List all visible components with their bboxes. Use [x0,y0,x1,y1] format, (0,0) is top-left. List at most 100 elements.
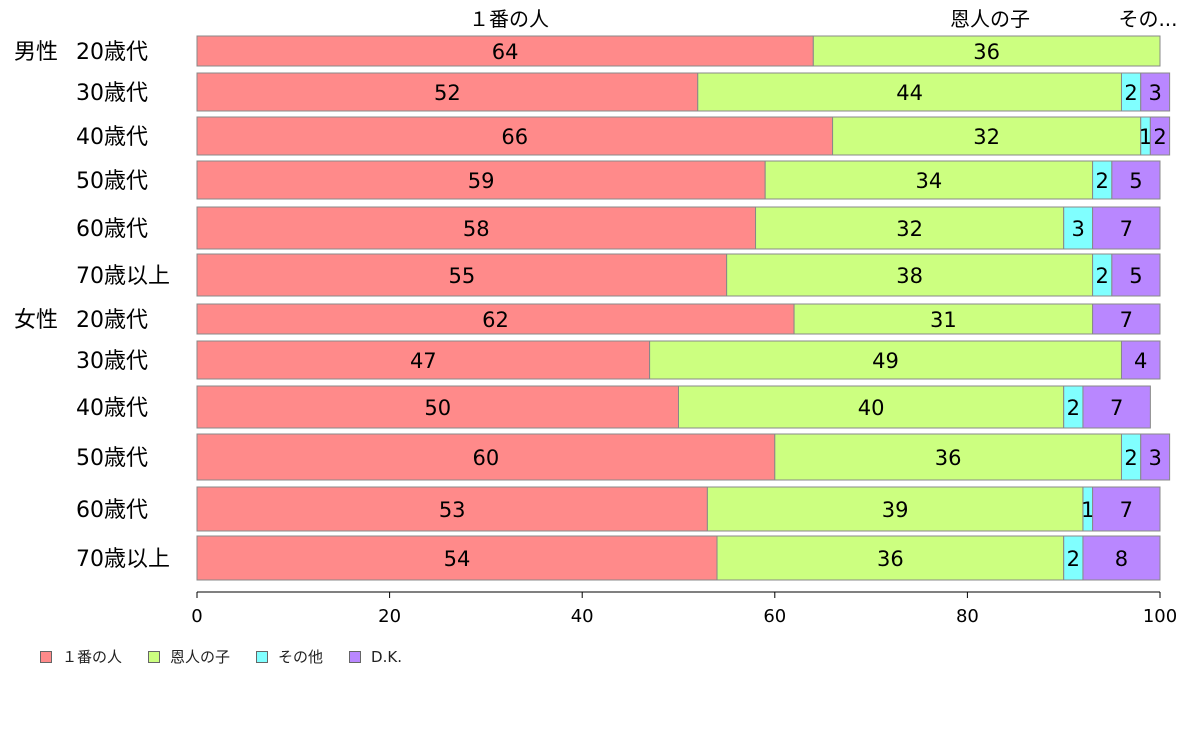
bar-segment [774,433,1122,481]
bar-value-label: 36 [935,446,962,470]
legend-swatch-1 [40,650,52,663]
x-tick-label: 80 [956,606,979,627]
bar-value-label: 2 [1096,169,1109,193]
row-label: 50歳代 [76,446,148,471]
row-label: 60歳代 [76,217,148,242]
bar-segment [196,253,728,297]
legend-label-1: １番の人 [62,648,123,666]
bar-value-label: 47 [410,349,437,373]
row-label: 20歳代 [76,40,148,65]
bar-value-label: 1 [1081,498,1094,522]
bar-value-label: 34 [916,169,943,193]
row-label: 60歳代 [76,498,148,523]
bar-segment [1082,385,1151,429]
row-label: 40歳代 [76,396,148,421]
bar-segment [196,535,718,581]
x-tick-label: 0 [191,606,202,627]
bar-value-label: 7 [1120,308,1133,332]
bar-segment [196,303,795,335]
bar-segment [793,303,1094,335]
bar-value-label: 5 [1129,264,1142,288]
bar-value-label: 5 [1129,169,1142,193]
bar-segment [1092,486,1161,532]
x-tick-label: 100 [1143,606,1177,627]
legend-label-2: 恩人の子 [170,648,231,666]
group-label-2: 女性 [14,308,58,333]
bar-value-label: 7 [1120,217,1133,241]
bar-value-label: 60 [473,446,500,470]
legend: １番の人 恩人の子 その他 D.K. [40,646,428,667]
legend-label-4: D.K. [371,647,402,666]
row-label: 20歳代 [76,308,148,333]
bar-segment [1092,206,1161,250]
x-tick-label: 60 [763,606,786,627]
bar-segment [196,486,708,532]
bar-segment [1120,340,1161,380]
legend-item-4: D.K. [349,648,402,666]
bar-value-label: 40 [858,396,885,420]
legend-swatch-2 [148,650,161,663]
x-tick-label: 20 [378,606,401,627]
bar-segment [716,535,1065,581]
bar-segment [196,385,679,429]
bar-value-label: 53 [439,498,466,522]
bar-value-label: 62 [482,308,509,332]
bar-value-label: 58 [463,217,490,241]
row-label: 50歳代 [76,169,148,194]
bar-value-label: 39 [882,498,909,522]
bar-value-label: 44 [896,81,923,105]
bar-segment [1063,206,1094,250]
bar-value-label: 32 [896,217,923,241]
bar-value-label: 2 [1067,547,1080,571]
top-label-2: 恩人の子 [950,7,1030,31]
bar-value-label: 59 [468,169,495,193]
bar-segment [706,486,1084,532]
bar-value-label: 2 [1096,264,1109,288]
bar-value-label: 31 [930,308,957,332]
bar-value-label: 49 [872,349,899,373]
bar-value-label: 55 [448,264,475,288]
bar-segment [726,253,1094,297]
bar-segment [812,35,1161,67]
bar-segment [1111,160,1161,200]
bar-segment [1140,72,1171,112]
bar-segment [196,116,834,156]
bar-segment [196,206,757,250]
row-label: 40歳代 [76,125,148,150]
bar-value-label: 38 [896,264,923,288]
bar-segment [678,385,1065,429]
bar-value-label: 3 [1071,217,1084,241]
x-tick-label: 40 [571,606,594,627]
bar-segment [1092,303,1161,335]
bar-value-label: 36 [877,547,904,571]
bar-value-label: 66 [501,125,528,149]
bar-segment [196,72,699,112]
legend-item-3: その他 [256,646,323,667]
bar-value-label: 2 [1124,446,1137,470]
bar-segment [1082,535,1161,581]
bar-value-label: 3 [1148,446,1161,470]
bar-segment [196,433,776,481]
bar-value-label: 1 [1139,125,1152,149]
bar-value-label: 2 [1067,396,1080,420]
bar-value-label: 7 [1120,498,1133,522]
bar-value-label: 52 [434,81,461,105]
bar-segment [755,206,1065,250]
top-label-1: １番の人 [469,7,549,31]
bar-value-label: 64 [492,40,519,64]
bar-segment [196,160,766,200]
bar-value-label: 50 [424,396,451,420]
bar-segment [196,340,651,380]
row-label: 30歳代 [76,349,148,374]
legend-swatch-3 [256,650,269,663]
bar-segment [1149,116,1171,156]
bar-value-label: 54 [444,547,471,571]
bar-value-label: 8 [1115,547,1128,571]
bar-segment [649,340,1122,380]
bar-value-label: 32 [973,125,1000,149]
bar-segment [1111,253,1161,297]
bar-segment [832,116,1142,156]
legend-item-1: １番の人 [40,646,122,667]
group-label-1: 男性 [14,40,58,65]
